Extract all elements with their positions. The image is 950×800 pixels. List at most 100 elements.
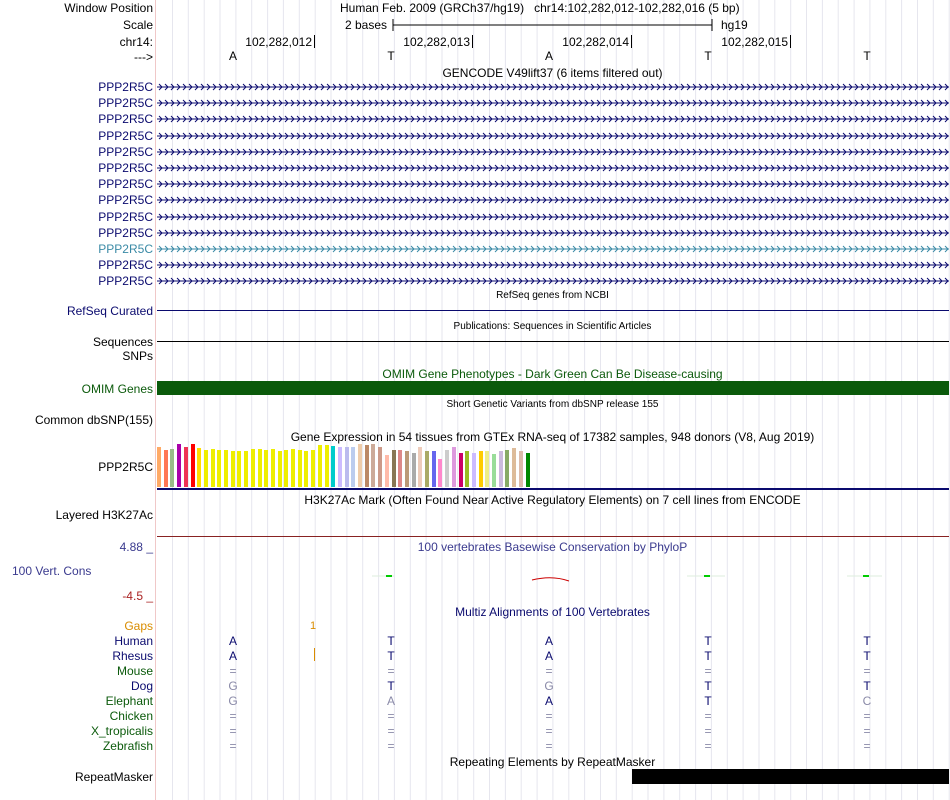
species-label[interactable]: X_tropicalis — [90, 724, 153, 738]
gtex-tissue-bar[interactable] — [324, 445, 329, 487]
species-label[interactable]: Chicken — [109, 709, 153, 723]
gtex-tissue-bar[interactable] — [498, 451, 503, 487]
gtex-tissue-bar[interactable] — [157, 447, 161, 487]
omim-label[interactable]: OMIM Genes — [81, 382, 153, 396]
gencode-gene-label[interactable]: PPP2R5C — [98, 112, 153, 127]
gtex-tissue-bar[interactable] — [485, 451, 490, 487]
h3k27ac-label[interactable]: Layered H3K27Ac — [55, 508, 153, 522]
gtex-expression-chart[interactable] — [157, 444, 949, 487]
species-label[interactable]: Human — [114, 634, 153, 648]
gtex-tissue-bar[interactable] — [257, 449, 262, 487]
gtex-tissue-bar[interactable] — [337, 447, 342, 487]
publications-line[interactable] — [157, 341, 949, 342]
gencode-transcript[interactable] — [157, 258, 949, 272]
gencode-transcript[interactable] — [157, 145, 949, 159]
gencode-transcript[interactable] — [157, 210, 949, 224]
gtex-tissue-bar[interactable] — [277, 451, 282, 487]
gtex-tissue-bar[interactable] — [264, 450, 269, 487]
omim-gene-bar[interactable] — [157, 381, 949, 395]
gencode-gene-label[interactable]: PPP2R5C — [98, 225, 153, 240]
gtex-tissue-bar[interactable] — [451, 447, 456, 487]
gtex-tissue-bar[interactable] — [445, 450, 450, 487]
species-label[interactable]: Zebrafish — [102, 739, 153, 753]
gencode-transcript[interactable] — [157, 161, 949, 175]
species-label[interactable]: Elephant — [105, 694, 153, 708]
gtex-tissue-bar[interactable] — [458, 453, 463, 487]
gencode-transcript[interactable] — [157, 177, 949, 191]
gtex-tissue-bar[interactable] — [404, 451, 409, 487]
gtex-tissue-bar[interactable] — [297, 450, 302, 487]
gencode-gene-label[interactable]: PPP2R5C — [98, 161, 153, 175]
gencode-gene-label[interactable]: PPP2R5C — [98, 258, 153, 273]
gtex-tissue-bar[interactable] — [250, 449, 255, 487]
gencode-transcript[interactable] — [157, 96, 949, 110]
gencode-gene-label[interactable]: PPP2R5C — [98, 177, 153, 192]
snps-label[interactable]: SNPs — [122, 349, 153, 363]
gencode-transcript[interactable] — [157, 112, 949, 126]
gtex-tissue-bar[interactable] — [183, 447, 188, 487]
gencode-gene-label[interactable]: PPP2R5C — [98, 128, 153, 143]
dbsnp-label[interactable]: Common dbSNP(155) — [34, 413, 153, 427]
repeatmasker-element[interactable] — [632, 769, 949, 784]
gtex-tissue-bar[interactable] — [431, 451, 436, 487]
refseq-label[interactable]: RefSeq Curated — [66, 304, 153, 318]
gencode-gene-label[interactable]: PPP2R5C — [98, 193, 153, 208]
gencode-transcript[interactable] — [157, 242, 949, 256]
gtex-tissue-bar[interactable] — [170, 449, 175, 487]
gtex-tissue-bar[interactable] — [438, 459, 443, 487]
cons-label[interactable]: 100 Vert. Cons — [12, 564, 92, 578]
gtex-tissue-bar[interactable] — [471, 453, 476, 487]
gtex-tissue-bar[interactable] — [371, 444, 376, 487]
gtex-tissue-bar[interactable] — [391, 450, 396, 487]
gtex-tissue-bar[interactable] — [304, 451, 309, 487]
species-label[interactable]: Rhesus — [112, 649, 153, 663]
gencode-gene-label[interactable]: PPP2R5C — [98, 144, 153, 159]
gtex-tissue-bar[interactable] — [331, 446, 336, 487]
repeatmasker-label[interactable]: RepeatMasker — [74, 770, 153, 784]
gtex-tissue-bar[interactable] — [378, 447, 383, 487]
gtex-tissue-bar[interactable] — [190, 444, 195, 487]
gencode-gene-label[interactable]: PPP2R5C — [98, 96, 153, 111]
gencode-transcript[interactable] — [157, 129, 949, 143]
gtex-tissue-bar[interactable] — [291, 449, 295, 487]
gencode-gene-label[interactable]: PPP2R5C — [98, 80, 153, 94]
gtex-tissue-bar[interactable] — [512, 448, 517, 487]
gencode-gene-label[interactable]: PPP2R5C — [98, 209, 153, 224]
gtex-tissue-bar[interactable] — [284, 450, 289, 487]
gtex-tissue-bar[interactable] — [203, 450, 208, 487]
gtex-tissue-bar[interactable] — [230, 451, 235, 487]
gtex-tissue-bar[interactable] — [505, 450, 510, 487]
gtex-gene-line[interactable] — [157, 488, 949, 490]
gencode-transcript[interactable] — [157, 80, 949, 94]
species-label[interactable]: Mouse — [116, 664, 153, 678]
gencode-transcript[interactable] — [157, 193, 949, 207]
gencode-transcript[interactable] — [157, 226, 949, 240]
gencode-gene-label[interactable]: PPP2R5C — [98, 242, 153, 256]
gtex-tissue-bar[interactable] — [465, 451, 470, 487]
gtex-tissue-bar[interactable] — [217, 450, 222, 487]
gtex-tissue-bar[interactable] — [425, 451, 429, 487]
gtex-tissue-bar[interactable] — [317, 445, 322, 487]
gtex-tissue-bar[interactable] — [418, 447, 423, 487]
gtex-tissue-bar[interactable] — [384, 455, 389, 487]
refseq-gene-line[interactable] — [157, 310, 949, 311]
gtex-tissue-bar[interactable] — [364, 445, 369, 487]
gtex-tissue-bar[interactable] — [244, 451, 249, 487]
gtex-tissue-bar[interactable] — [518, 451, 523, 487]
gtex-tissue-bar[interactable] — [210, 449, 215, 487]
gtex-tissue-bar[interactable] — [237, 451, 242, 487]
gtex-tissue-bar[interactable] — [411, 453, 416, 487]
gtex-tissue-bar[interactable] — [344, 447, 349, 487]
gtex-label[interactable]: PPP2R5C — [98, 460, 153, 474]
gtex-tissue-bar[interactable] — [351, 447, 356, 487]
gencode-transcript[interactable] — [157, 274, 949, 288]
gtex-tissue-bar[interactable] — [177, 444, 182, 487]
gtex-tissue-bar[interactable] — [163, 450, 168, 487]
gtex-tissue-bar[interactable] — [492, 454, 496, 487]
gtex-tissue-bar[interactable] — [358, 444, 362, 487]
gtex-tissue-bar[interactable] — [398, 450, 403, 487]
gtex-tissue-bar[interactable] — [478, 451, 483, 487]
gencode-gene-label[interactable]: PPP2R5C — [98, 274, 153, 289]
gtex-tissue-bar[interactable] — [197, 448, 202, 487]
species-label[interactable]: Dog — [130, 679, 153, 693]
